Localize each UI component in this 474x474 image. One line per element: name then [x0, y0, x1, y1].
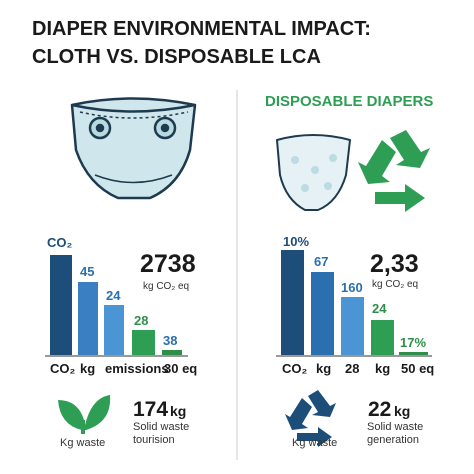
axis-label: emissions — [105, 361, 169, 376]
bar — [104, 305, 124, 355]
bar-label: CO₂ — [47, 235, 73, 250]
big-stat: 2738 — [140, 250, 196, 278]
footer-caption: generation — [367, 434, 419, 446]
footer-caption: Solid waste — [133, 421, 189, 433]
disposable-bars — [276, 250, 432, 357]
leaf-icon — [58, 395, 111, 434]
bar-label: 10% — [283, 234, 309, 249]
bar-label: 24 — [372, 301, 387, 316]
bar-label: 24 — [106, 288, 121, 303]
bar-label: 17% — [400, 335, 426, 350]
big-stat-unit: kg CO₂ eq — [143, 281, 189, 292]
footer-stat-unit: kg — [170, 403, 186, 419]
recycle-icon — [285, 390, 336, 447]
title-line: CLOTH VS. DISPOSABLE LCA — [32, 46, 321, 68]
bar-label: 28 — [134, 313, 148, 328]
bar-label: 67 — [314, 254, 328, 269]
footer-stat-unit: kg — [394, 403, 410, 419]
bar — [78, 282, 98, 355]
axis-label: kg — [375, 361, 390, 376]
bar — [281, 250, 304, 355]
bar-label: 160 — [341, 280, 363, 295]
recycle-icon — [358, 130, 430, 212]
bar — [341, 297, 364, 355]
footer-caption: Solid waste — [367, 421, 423, 433]
bar — [371, 320, 394, 355]
cloth-bars — [45, 255, 188, 357]
bar — [311, 272, 334, 355]
icon-label: Kg waste — [292, 437, 337, 449]
axis-label: 30 eq — [164, 361, 197, 376]
footer-stat: 174 — [133, 398, 168, 421]
bar — [50, 255, 72, 355]
bar — [162, 350, 182, 355]
bar-label: 45 — [80, 264, 94, 279]
section-heading: DISPOSABLE DIAPERS — [265, 93, 433, 110]
footer-stat: 22 — [368, 398, 391, 421]
footer-caption: tourision — [133, 434, 175, 446]
icon-label: Kg waste — [60, 437, 105, 449]
axis-label: CO₂ — [50, 361, 76, 376]
axis-label: CO₂ — [282, 361, 308, 376]
axis-label: kg — [316, 361, 331, 376]
axis-label: 50 eq — [401, 361, 434, 376]
title-line: DIAPER ENVIRONMENTAL IMPACT: — [32, 18, 371, 40]
cloth-diaper-icon — [70, 97, 197, 200]
bar — [399, 352, 428, 355]
axis-label: kg — [80, 361, 95, 376]
axis-label: 28 — [345, 361, 359, 376]
bar-label: 38 — [163, 333, 177, 348]
bar — [132, 330, 155, 355]
disposable-diaper-icon — [276, 134, 351, 211]
big-stat: 2,33 — [370, 250, 419, 278]
big-stat-unit: kg CO₂ eq — [372, 279, 418, 290]
